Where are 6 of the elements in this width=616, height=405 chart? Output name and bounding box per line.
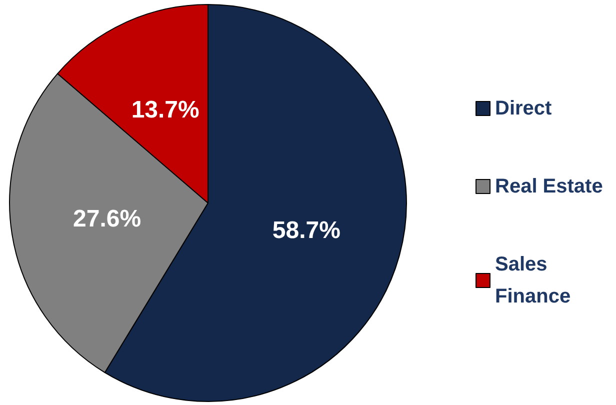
data-label: 27.6%	[73, 205, 142, 232]
data-label: 13.7%	[131, 96, 200, 124]
legend-label: Direct	[495, 98, 552, 120]
legend-label: Sales Finance	[495, 254, 571, 308]
data-label: 58.7%	[272, 217, 340, 244]
legend-label: Real Estate	[495, 176, 603, 198]
